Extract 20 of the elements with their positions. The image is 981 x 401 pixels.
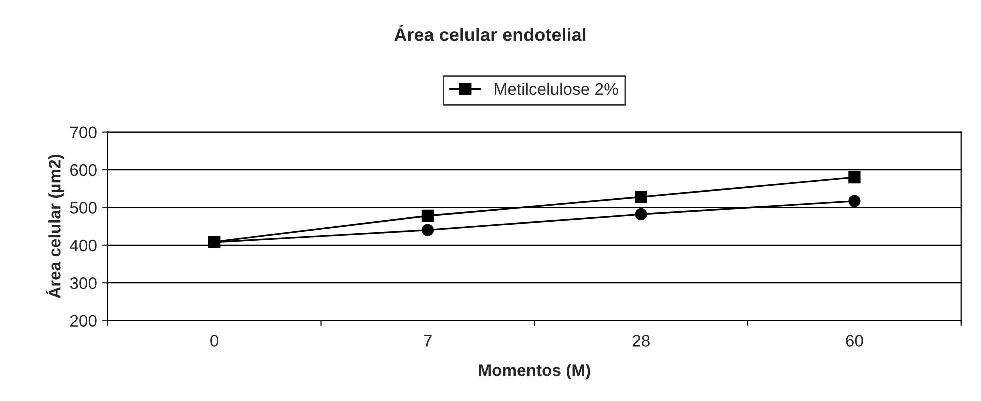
x-tick-label: 28 [632, 335, 650, 347]
y-tick-label: 400 [70, 240, 97, 252]
point [635, 191, 648, 204]
point [848, 195, 861, 208]
y-tick-label: 300 [70, 278, 97, 290]
x-tick-label: 60 [846, 335, 864, 347]
point [635, 208, 648, 221]
y-tick-label: 200 [70, 315, 97, 328]
y-axis-title: Área celular (µm2) [46, 154, 64, 299]
y-tick-label: 700 [70, 126, 97, 139]
point [848, 171, 861, 184]
x-axis-title: Momentos (M) [479, 364, 590, 380]
legend-label: Metilcelulose 2% [495, 82, 618, 96]
chart-title: Área celular endotelial [394, 25, 586, 42]
x-tick-label: 0 [210, 335, 219, 347]
y-tick-label: 600 [70, 164, 97, 176]
y-tick-label: 500 [70, 202, 97, 214]
point [422, 224, 434, 236]
point [422, 210, 434, 222]
x-tick-label: 7 [424, 335, 432, 347]
